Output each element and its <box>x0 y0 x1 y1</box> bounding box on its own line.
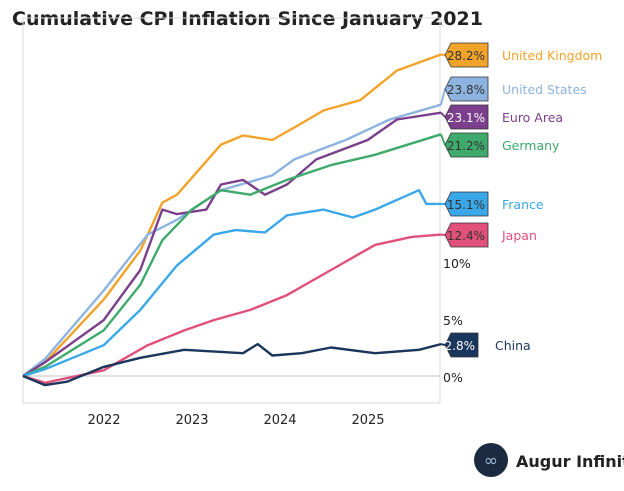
series-line-france <box>23 190 441 376</box>
y-tick-label: 10% <box>443 256 471 271</box>
series-line-united-kingdom <box>23 55 441 377</box>
leader-line <box>441 134 445 145</box>
series-line-china <box>23 344 441 385</box>
value-label: 15.1% <box>447 198 485 212</box>
value-label: 2.8% <box>445 339 476 353</box>
x-tick-label: 2023 <box>175 413 208 428</box>
series-name-united-kingdom: United Kingdom <box>502 48 602 63</box>
leader-line <box>441 113 445 117</box>
series-line-japan <box>23 235 441 383</box>
logo-text: Augur Infinity <box>516 452 624 471</box>
y-tick-label: 5% <box>443 313 463 328</box>
value-label: 28.2% <box>447 49 485 63</box>
series-name-germany: Germany <box>502 138 560 153</box>
value-label: 23.8% <box>447 83 485 97</box>
x-tick-label: 2022 <box>87 413 120 428</box>
x-tick-label: 2025 <box>351 413 384 428</box>
value-label: 12.4% <box>447 229 485 243</box>
y-tick-label: 0% <box>443 370 463 385</box>
plot-frame <box>23 18 440 403</box>
x-tick-label: 2024 <box>263 413 296 428</box>
series-line-germany <box>23 134 441 376</box>
logo: ∞ Augur Infinity <box>474 443 624 477</box>
series-name-china: China <box>495 338 531 353</box>
value-label: 21.2% <box>447 139 485 153</box>
series-name-france: France <box>502 197 544 212</box>
chart-title: Cumulative CPI Inflation Since January 2… <box>12 8 483 30</box>
value-label: 23.1% <box>447 111 485 125</box>
infinity-glyph: ∞ <box>484 451 498 471</box>
series-name-euro-area: Euro Area <box>502 110 563 125</box>
leader-line <box>441 89 445 105</box>
series-line-united-states <box>23 105 441 376</box>
series-name-united-states: United States <box>502 82 587 97</box>
series-name-japan: Japan <box>501 228 537 243</box>
